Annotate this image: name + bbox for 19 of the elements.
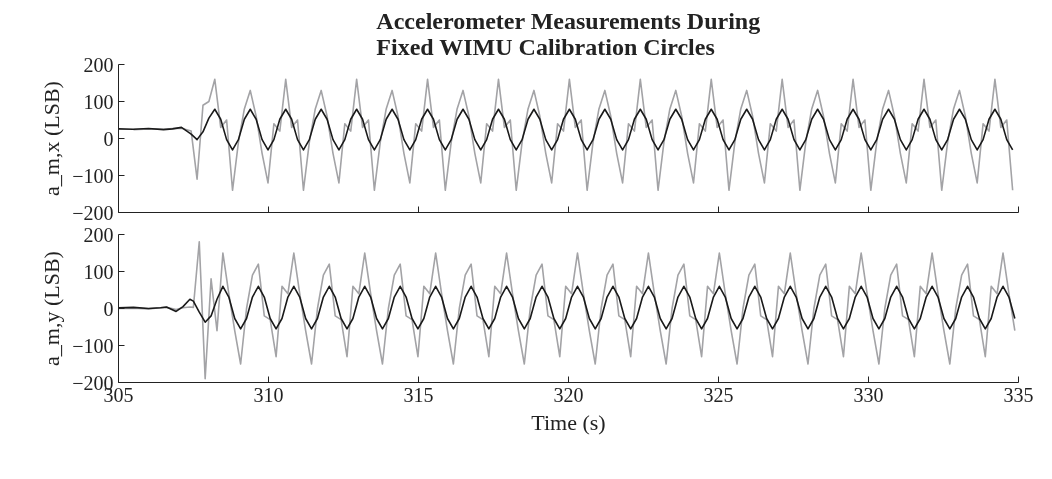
x-tick-label: 330 [853,383,884,406]
x-tick-label: 325 [703,383,734,406]
x-tick-label: 320 [553,383,584,406]
x-tick-label: 310 [253,383,284,406]
y-tick-label: −100 [72,164,114,187]
y-tick-label: 100 [83,90,114,113]
y-tick-label: −100 [72,334,114,357]
y-tick-label: 0 [103,297,114,320]
y-tick-label: 100 [83,260,114,283]
y-axis-title: a_m,y (LSB) [39,251,65,366]
x-axis-title: Time (s) [531,409,606,435]
chart-title: Accelerometer Measurements During Fixed WIMU Calibration Circles [376,7,761,60]
y-axis-title: a_m,x (LSB) [39,81,65,196]
y-tick-label: 200 [83,223,114,246]
x-tick-label: 315 [403,383,434,406]
y-tick-label: 0 [103,127,114,150]
y-tick-label: 200 [83,53,114,76]
x-tick-label: 335 [1003,383,1034,406]
y-tick-label: −200 [72,201,114,224]
